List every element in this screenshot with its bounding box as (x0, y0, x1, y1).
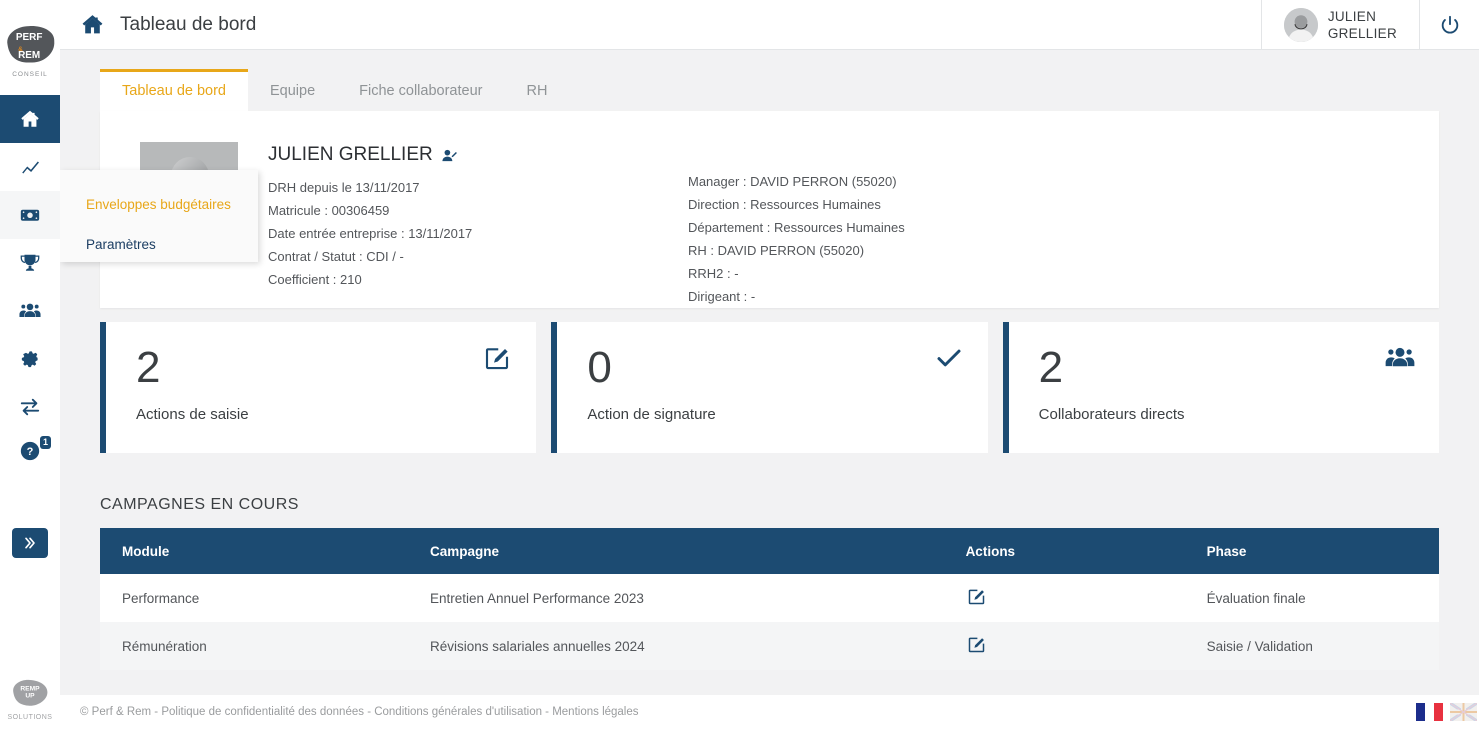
svg-text:UP: UP (25, 692, 35, 699)
svg-text:&: & (18, 46, 23, 53)
svg-text:REMP: REMP (20, 686, 40, 693)
svg-text:PERF: PERF (16, 32, 43, 43)
svg-text:?: ? (27, 446, 34, 458)
